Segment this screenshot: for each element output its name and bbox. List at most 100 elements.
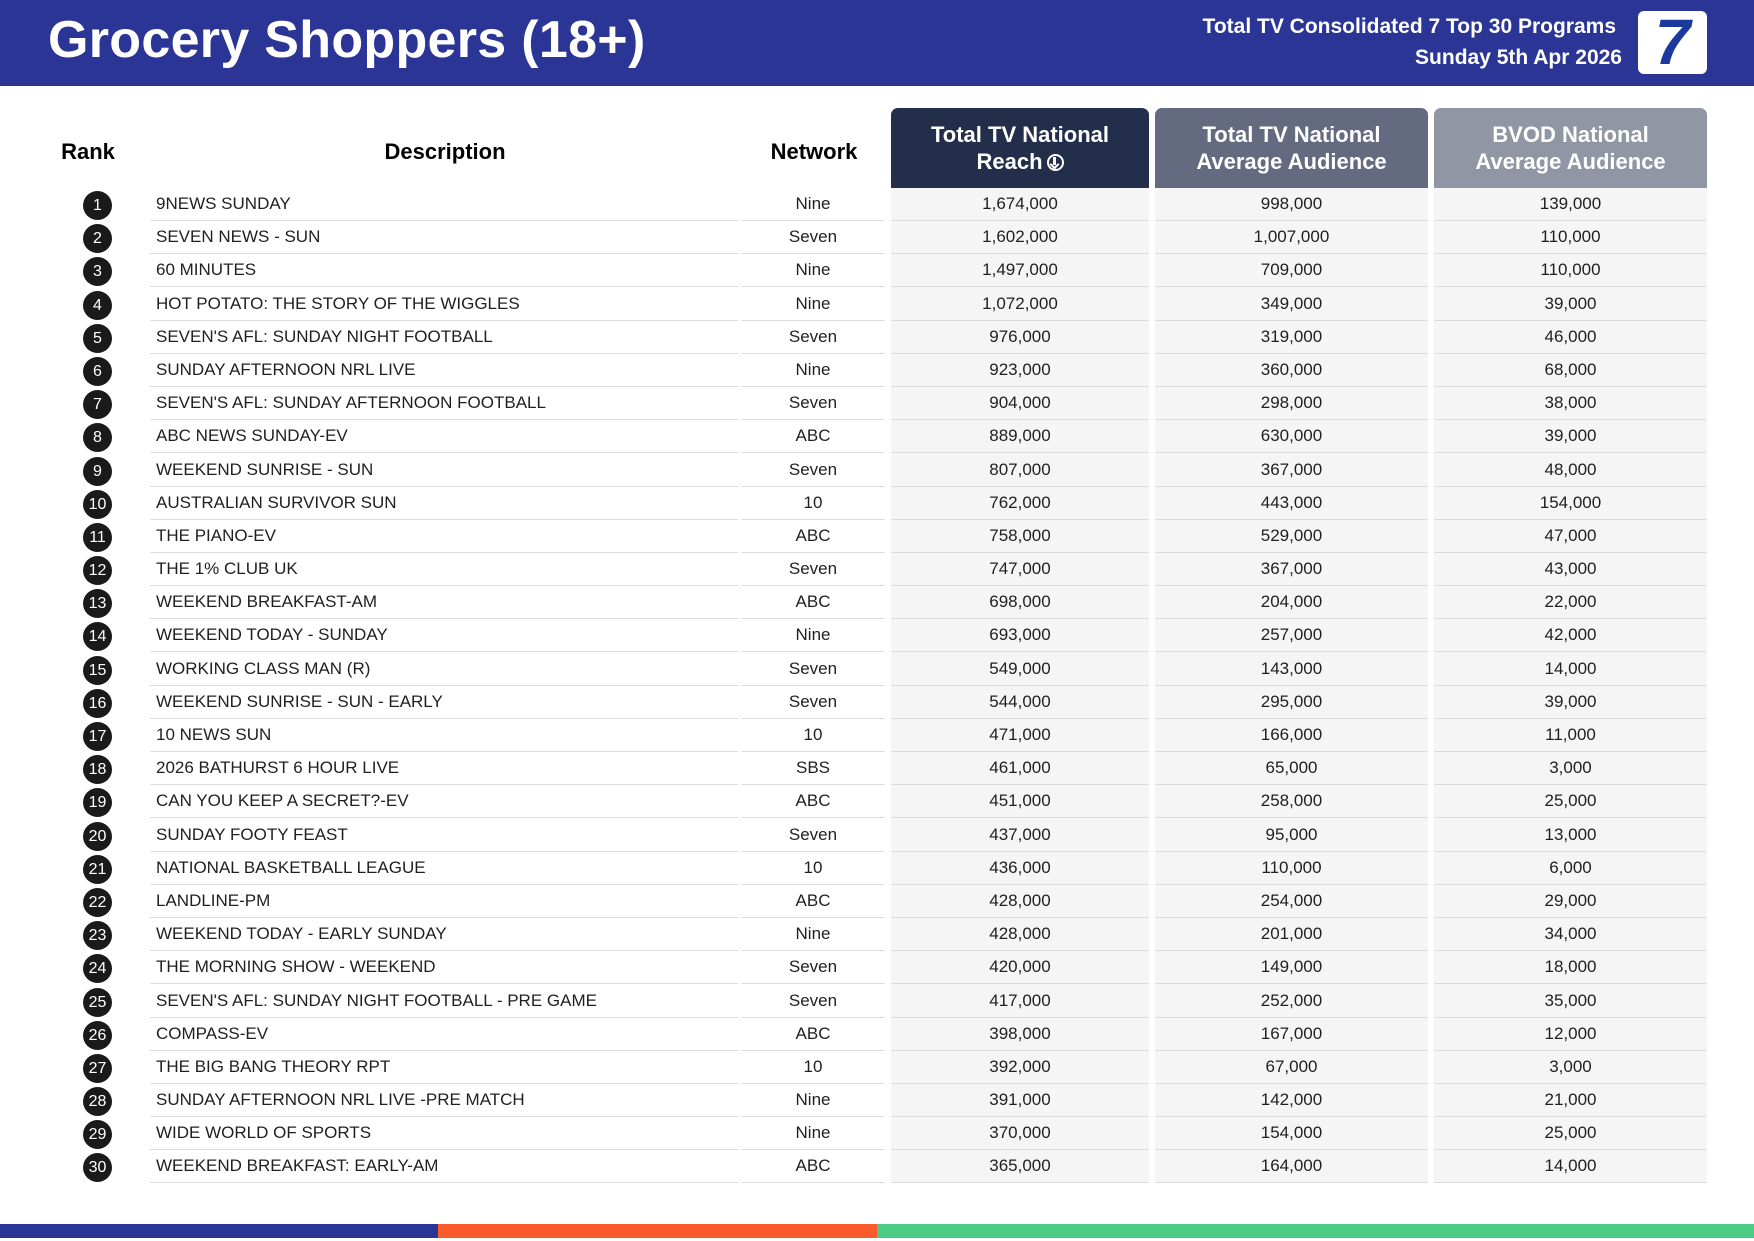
program-table-body: 1 9NEWS SUNDAY Nine 1,674,000 998,000 139,000… (0, 188, 1754, 1184)
footer-bar-orange (438, 1224, 877, 1238)
program-description: 60 MINUTES (150, 255, 738, 288)
column-header-reach[interactable]: Total TV National Reach (891, 108, 1149, 188)
rank-badge: 13 (83, 589, 112, 619)
program-network: SBS (741, 753, 885, 786)
rank-badge: 27 (83, 1053, 112, 1083)
program-bvod-audience: 3,000 (1434, 1052, 1707, 1084)
rank-badge: 5 (83, 323, 112, 353)
program-network: ABC (741, 421, 885, 454)
program-average-audience: 1,007,000 (1155, 222, 1428, 255)
rank-badge: 7 (83, 390, 112, 420)
rank-badge: 15 (83, 655, 112, 685)
rank-badge: 6 (83, 356, 112, 386)
program-network: ABC (741, 1151, 885, 1184)
program-average-audience: 367,000 (1155, 455, 1428, 487)
program-description: SEVEN NEWS - SUN (150, 222, 738, 255)
program-reach: 762,000 (891, 488, 1149, 520)
program-reach: 1,072,000 (891, 289, 1149, 321)
program-description: WEEKEND TODAY - EARLY SUNDAY (150, 919, 738, 952)
column-header-network: Network (770, 139, 858, 164)
program-bvod-audience: 110,000 (1434, 255, 1707, 288)
table-row: 2 SEVEN NEWS - SUN Seven 1,602,000 1,007,000… (0, 221, 1754, 255)
table-row: 22 LANDLINE-PM ABC 428,000 254,000 29,000 (0, 885, 1754, 918)
column-header-bvod[interactable]: BVOD National Average Audience (1434, 108, 1707, 188)
program-average-audience: 319,000 (1155, 322, 1428, 354)
program-description: WEEKEND SUNRISE - SUN - EARLY (150, 687, 738, 719)
column-header-average-audience[interactable]: Total TV National Average Audience (1155, 108, 1428, 188)
sort-descending-icon[interactable] (1046, 154, 1064, 171)
table-row: 26 COMPASS-EV ABC 398,000 167,000 12,000 (0, 1018, 1754, 1051)
rank-badge: 22 (83, 887, 112, 917)
program-bvod-audience: 13,000 (1434, 820, 1707, 852)
program-description: WEEKEND TODAY - SUNDAY (150, 620, 738, 653)
program-network: Seven (741, 455, 885, 487)
table-row: 27 THE BIG BANG THEORY RPT 10 392,000 67,000… (0, 1051, 1754, 1084)
table-row: 9 WEEKEND SUNRISE - SUN Seven 807,000 367,00… (0, 454, 1754, 487)
program-reach: 1,602,000 (891, 222, 1149, 255)
program-network: 10 (741, 1052, 885, 1084)
program-reach: 365,000 (891, 1151, 1149, 1184)
program-description: WEEKEND BREAKFAST: EARLY-AM (150, 1151, 738, 1184)
table-row: 15 WORKING CLASS MAN (R) Seven 549,000 143,0… (0, 653, 1754, 686)
program-network: Nine (741, 1118, 885, 1151)
program-description: 9NEWS SUNDAY (150, 189, 738, 221)
program-bvod-audience: 46,000 (1434, 322, 1707, 354)
program-reach: 461,000 (891, 753, 1149, 786)
program-description: 2026 BATHURST 6 HOUR LIVE (150, 753, 738, 786)
rank-badge: 26 (83, 1020, 112, 1050)
program-bvod-audience: 3,000 (1434, 753, 1707, 786)
program-bvod-audience: 43,000 (1434, 554, 1707, 587)
program-average-audience: 630,000 (1155, 421, 1428, 454)
page-header: Grocery Shoppers (18+) Total TV Consolid… (0, 0, 1754, 86)
rank-badge: 10 (83, 489, 112, 519)
channel-7-logo: 7 (1638, 10, 1707, 74)
footer-bar-blue (0, 1224, 438, 1238)
program-network: ABC (741, 886, 885, 918)
rank-badge: 28 (83, 1087, 112, 1117)
rank-badge: 30 (83, 1153, 112, 1183)
program-network: Nine (741, 189, 885, 221)
program-description: 10 NEWS SUN (150, 720, 738, 752)
program-reach: 428,000 (891, 886, 1149, 918)
program-network: Nine (741, 289, 885, 321)
program-average-audience: 529,000 (1155, 521, 1428, 553)
avg-header-line1: Total TV National (1202, 122, 1381, 147)
table-row: 7 SEVEN'S AFL: SUNDAY AFTERNOON FOOTBALL S… (0, 387, 1754, 421)
program-description: LANDLINE-PM (150, 886, 738, 918)
program-bvod-audience: 42,000 (1434, 620, 1707, 653)
rank-badge: 9 (83, 456, 112, 486)
program-reach: 807,000 (891, 455, 1149, 487)
program-network: Nine (741, 620, 885, 653)
program-bvod-audience: 48,000 (1434, 455, 1707, 487)
program-reach: 549,000 (891, 654, 1149, 686)
program-reach: 747,000 (891, 554, 1149, 587)
bvod-header-line1: BVOD National (1492, 122, 1649, 147)
rank-badge: 21 (83, 854, 112, 884)
program-bvod-audience: 22,000 (1434, 587, 1707, 620)
program-bvod-audience: 21,000 (1434, 1085, 1707, 1118)
program-bvod-audience: 110,000 (1434, 222, 1707, 255)
report-subtitle: Total TV Consolidated 7 Top 30 Programs (1202, 15, 1616, 38)
rank-badge: 18 (83, 755, 112, 785)
program-average-audience: 149,000 (1155, 952, 1428, 985)
program-average-audience: 167,000 (1155, 1019, 1428, 1051)
program-reach: 904,000 (891, 388, 1149, 421)
rank-badge: 4 (83, 290, 112, 320)
program-average-audience: 367,000 (1155, 554, 1428, 587)
program-network: Seven (741, 654, 885, 686)
rank-badge: 2 (83, 224, 112, 254)
program-network: ABC (741, 521, 885, 553)
table-row: 10 AUSTRALIAN SURVIVOR SUN 10 762,000 443,00… (0, 487, 1754, 520)
program-reach: 398,000 (891, 1019, 1149, 1051)
reach-header-line2: Reach (976, 149, 1043, 174)
program-bvod-audience: 14,000 (1434, 1151, 1707, 1184)
table-row: 12 THE 1% CLUB UK Seven 747,000 367,000 43,00… (0, 553, 1754, 587)
table-row: 25 SEVEN'S AFL: SUNDAY NIGHT FOOTBALL - P… (0, 985, 1754, 1018)
program-reach: 758,000 (891, 521, 1149, 553)
program-description: THE BIG BANG THEORY RPT (150, 1052, 738, 1084)
rank-badge: 29 (83, 1120, 112, 1150)
table-row: 8 ABC NEWS SUNDAY-EV ABC 889,000 630,000 39,0… (0, 420, 1754, 454)
program-average-audience: 95,000 (1155, 820, 1428, 852)
program-bvod-audience: 38,000 (1434, 388, 1707, 421)
program-description: WEEKEND SUNRISE - SUN (150, 455, 738, 487)
